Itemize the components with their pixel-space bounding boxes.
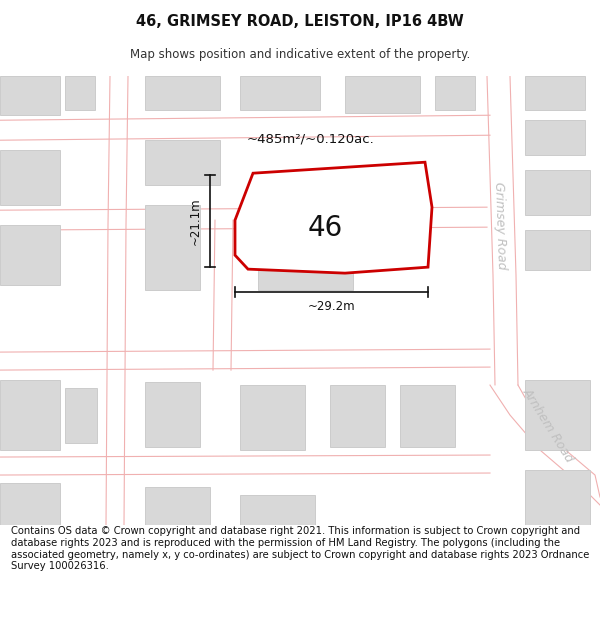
Polygon shape <box>258 200 353 290</box>
Text: ~485m²/~0.120ac.: ~485m²/~0.120ac. <box>246 132 374 145</box>
Polygon shape <box>65 388 97 443</box>
Polygon shape <box>0 483 60 525</box>
Polygon shape <box>145 487 210 525</box>
Polygon shape <box>145 140 220 185</box>
Polygon shape <box>525 76 585 110</box>
Polygon shape <box>145 205 200 290</box>
Polygon shape <box>240 76 320 110</box>
Polygon shape <box>0 225 60 285</box>
Polygon shape <box>400 385 455 447</box>
Polygon shape <box>435 76 475 110</box>
Text: Map shows position and indicative extent of the property.: Map shows position and indicative extent… <box>130 48 470 61</box>
Text: 46: 46 <box>308 214 343 243</box>
Polygon shape <box>525 230 590 270</box>
Polygon shape <box>145 76 220 110</box>
Text: Arnhem Road: Arnhem Road <box>520 386 576 464</box>
Polygon shape <box>525 380 590 450</box>
Polygon shape <box>240 385 305 450</box>
Polygon shape <box>235 162 432 273</box>
Polygon shape <box>65 76 95 110</box>
Polygon shape <box>345 76 420 113</box>
Text: Grimsey Road: Grimsey Road <box>492 181 508 269</box>
Polygon shape <box>0 76 60 115</box>
Polygon shape <box>0 150 60 205</box>
Text: 46, GRIMSEY ROAD, LEISTON, IP16 4BW: 46, GRIMSEY ROAD, LEISTON, IP16 4BW <box>136 14 464 29</box>
Polygon shape <box>525 470 590 525</box>
Text: ~29.2m: ~29.2m <box>308 300 355 313</box>
Polygon shape <box>525 120 585 155</box>
Polygon shape <box>525 170 590 215</box>
Text: Contains OS data © Crown copyright and database right 2021. This information is : Contains OS data © Crown copyright and d… <box>11 526 589 571</box>
Polygon shape <box>0 380 60 450</box>
Text: ~21.1m: ~21.1m <box>189 198 202 245</box>
Polygon shape <box>145 382 200 447</box>
Polygon shape <box>330 385 385 447</box>
Polygon shape <box>240 495 315 525</box>
